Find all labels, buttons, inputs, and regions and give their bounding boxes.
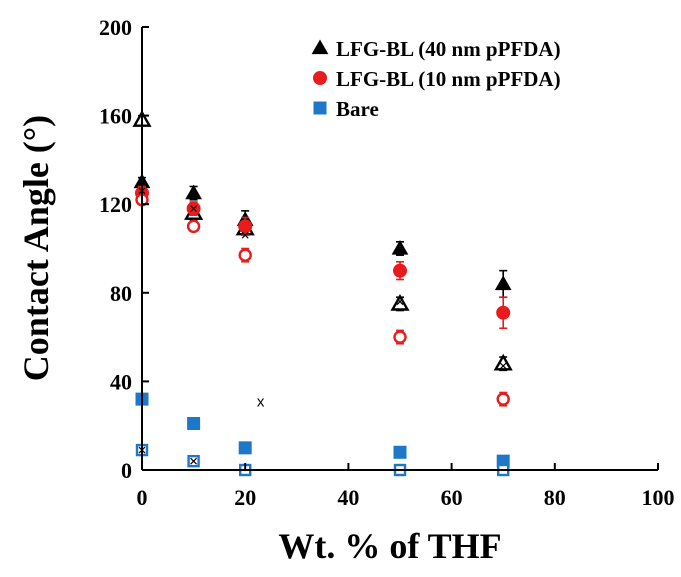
annotation-text: x (257, 393, 265, 410)
series-group (135, 185, 511, 330)
legend-marker (313, 71, 327, 85)
data-point (393, 330, 407, 344)
data-point (187, 416, 201, 430)
x-marker (190, 205, 198, 213)
data-point (494, 275, 512, 291)
x-axis-title: Wt. % of THF (278, 526, 501, 566)
x-marker (499, 362, 507, 370)
axes (141, 27, 658, 471)
y-tick-label: 120 (99, 192, 132, 217)
y-tick-label: 200 (99, 15, 132, 40)
series-group (132, 110, 513, 372)
legend-label: LFG-BL (10 nm pPFDA) (336, 67, 561, 91)
x-marker (241, 231, 249, 239)
data-point (393, 263, 407, 278)
data-point (496, 392, 510, 406)
series-group (135, 193, 510, 407)
y-tick-label: 0 (121, 458, 132, 483)
legend-marker (311, 39, 329, 55)
legend: LFG-BL (40 nm pPFDA) LFG-BL (10 nm pPFDA)… (311, 37, 561, 121)
x-tick-label: 100 (642, 485, 675, 510)
annotations: x (257, 393, 265, 410)
data-point (238, 248, 252, 262)
data-point (496, 305, 511, 320)
data-point (238, 219, 253, 234)
data-point (493, 353, 513, 371)
x-marker (190, 457, 198, 465)
x-tick-label: 80 (544, 485, 566, 510)
plot-marks (132, 110, 513, 477)
data-point (185, 184, 202, 200)
x-marker (396, 298, 404, 306)
x-tick-label: 60 (441, 485, 463, 510)
ticks: 0 40 80 120 160 200 0 20 40 60 80 100 (99, 15, 675, 510)
data-point (186, 219, 201, 234)
legend-label: LFG-BL (40 nm pPFDA) (336, 37, 561, 61)
x-tick-label: 20 (234, 485, 256, 510)
data-point (238, 441, 252, 455)
legend-marker (313, 101, 327, 115)
data-point (391, 239, 409, 255)
x-tick-label: 0 (137, 485, 148, 510)
y-axis-title: Contact Angle (°) (16, 115, 56, 381)
data-point (393, 445, 407, 459)
y-tick-label: 40 (110, 369, 132, 394)
legend-label: Bare (336, 97, 379, 121)
y-tick-label: 160 (99, 104, 132, 129)
data-point (390, 293, 410, 311)
x-tick-label: 40 (337, 485, 359, 510)
y-tick-label: 80 (110, 281, 132, 306)
series-group (133, 173, 512, 299)
